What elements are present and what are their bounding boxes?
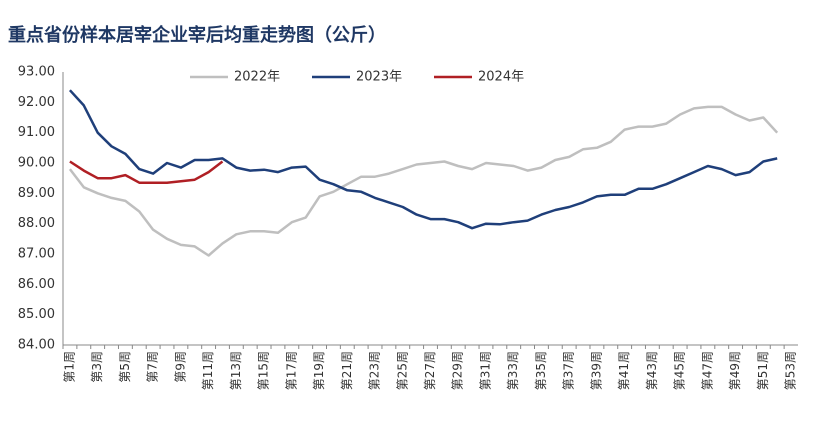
chart-title: 重点省份样本居宰企业宰后均重走势图（公斤） (8, 24, 386, 46)
x-tick-label: 第9周 (173, 351, 187, 383)
x-tick-label: 第3周 (90, 351, 104, 383)
series-line (68, 89, 778, 230)
y-tick-label: 93.00 (18, 65, 55, 80)
x-tick-label: 第29周 (451, 351, 465, 390)
series-line (69, 160, 224, 184)
x-tick-label: 第1周 (62, 351, 76, 383)
legend-label: 2022年 (234, 70, 280, 85)
x-tick-label: 第45周 (673, 351, 687, 390)
y-tick-label: 85.00 (18, 307, 55, 322)
x-tick-label: 第25周 (395, 351, 409, 390)
y-tick-label: 87.00 (18, 247, 55, 262)
x-tick-label: 第11周 (201, 351, 215, 390)
series-line (68, 105, 779, 257)
y-tick-label: 91.00 (18, 125, 55, 140)
y-tick-label: 88.00 (18, 216, 55, 231)
x-tick-label: 第31周 (478, 351, 492, 390)
x-tick-label: 第35周 (534, 351, 548, 390)
x-tick-label: 第37周 (562, 351, 576, 390)
x-tick-label: 第53周 (784, 351, 798, 390)
x-tick-label: 第15周 (257, 351, 271, 390)
x-tick-label: 第33周 (506, 351, 520, 390)
x-tick-label: 第21周 (340, 351, 354, 390)
y-tick-label: 84.00 (18, 338, 55, 353)
x-tick-label: 第7周 (146, 351, 160, 383)
legend-label: 2024年 (478, 70, 524, 85)
x-tick-label: 第51周 (756, 351, 770, 390)
x-tick-label: 第39周 (589, 351, 603, 390)
x-tick-label: 第13周 (229, 351, 243, 390)
x-tick-label: 第43周 (645, 351, 659, 390)
legend-label: 2023年 (356, 70, 402, 85)
x-tick-label: 第49周 (728, 351, 742, 390)
x-tick-label: 第27周 (423, 351, 437, 390)
y-tick-label: 92.00 (18, 95, 55, 110)
x-tick-label: 第47周 (700, 351, 714, 390)
y-tick-label: 90.00 (18, 156, 55, 171)
x-tick-label: 第19周 (312, 351, 326, 390)
x-tick-label: 第17周 (284, 351, 298, 390)
y-tick-label: 86.00 (18, 277, 55, 292)
y-tick-label: 89.00 (18, 186, 55, 201)
x-tick-label: 第41周 (617, 351, 631, 390)
x-tick-label: 第23周 (368, 351, 382, 390)
x-tick-label: 第5周 (118, 351, 132, 383)
